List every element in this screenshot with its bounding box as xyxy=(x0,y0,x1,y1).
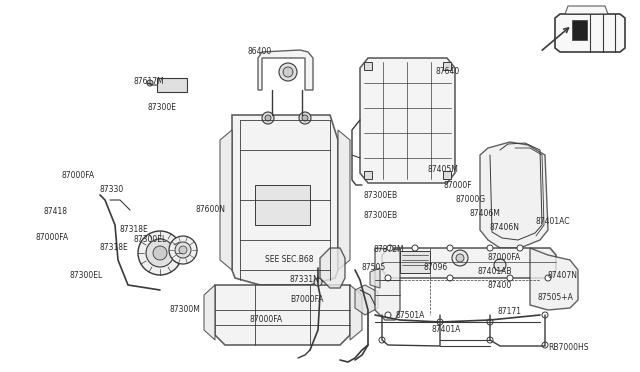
Circle shape xyxy=(279,63,297,81)
Circle shape xyxy=(265,115,271,121)
Circle shape xyxy=(412,245,418,251)
Circle shape xyxy=(447,245,453,251)
Text: 87300EL: 87300EL xyxy=(70,270,103,279)
Bar xyxy=(443,62,451,70)
Circle shape xyxy=(387,245,393,251)
Circle shape xyxy=(179,246,187,254)
Text: 87000F: 87000F xyxy=(444,182,472,190)
Circle shape xyxy=(379,337,385,343)
Circle shape xyxy=(147,80,153,86)
Text: 87318E: 87318E xyxy=(100,244,129,253)
Circle shape xyxy=(138,231,182,275)
Circle shape xyxy=(302,115,308,121)
Circle shape xyxy=(494,259,506,271)
Circle shape xyxy=(487,245,493,251)
Bar xyxy=(400,251,430,273)
Text: 87872M: 87872M xyxy=(374,246,404,254)
Polygon shape xyxy=(370,268,380,288)
Text: 87400: 87400 xyxy=(487,280,511,289)
Polygon shape xyxy=(555,14,625,52)
Polygon shape xyxy=(350,285,362,340)
Circle shape xyxy=(175,242,191,258)
Polygon shape xyxy=(530,248,578,310)
Text: 87300E: 87300E xyxy=(148,103,177,112)
Circle shape xyxy=(283,67,293,77)
Text: 87300EL: 87300EL xyxy=(133,235,166,244)
Circle shape xyxy=(517,245,523,251)
Text: 87418: 87418 xyxy=(44,208,68,217)
Text: 87300M: 87300M xyxy=(170,305,201,314)
Circle shape xyxy=(385,275,391,281)
Polygon shape xyxy=(375,248,400,320)
Text: 87401AB: 87401AB xyxy=(477,267,511,276)
Circle shape xyxy=(542,342,548,348)
Text: 87501A: 87501A xyxy=(395,311,424,320)
Text: 87000FA: 87000FA xyxy=(62,170,95,180)
Polygon shape xyxy=(320,248,345,288)
Bar xyxy=(572,20,587,40)
Text: 87640: 87640 xyxy=(436,67,460,77)
Text: 87401A: 87401A xyxy=(432,326,461,334)
Text: RB7000HS: RB7000HS xyxy=(548,343,589,353)
Circle shape xyxy=(262,112,274,124)
Circle shape xyxy=(487,319,493,325)
Circle shape xyxy=(169,236,197,264)
Bar xyxy=(364,171,372,179)
Bar xyxy=(443,171,451,179)
Text: 87600N: 87600N xyxy=(196,205,226,215)
Text: 87000FA: 87000FA xyxy=(250,315,283,324)
Text: 87096: 87096 xyxy=(424,263,448,273)
Circle shape xyxy=(542,312,548,318)
Text: 87330: 87330 xyxy=(100,186,124,195)
Text: 87617M: 87617M xyxy=(133,77,164,87)
Text: 87331N: 87331N xyxy=(290,276,320,285)
Polygon shape xyxy=(204,285,215,340)
Polygon shape xyxy=(232,115,338,285)
Bar xyxy=(255,185,310,225)
Circle shape xyxy=(447,275,453,281)
Polygon shape xyxy=(258,50,313,90)
Text: 87405M: 87405M xyxy=(428,166,459,174)
Circle shape xyxy=(153,246,167,260)
Circle shape xyxy=(487,337,493,343)
Bar xyxy=(364,62,372,70)
Bar xyxy=(157,78,187,92)
Circle shape xyxy=(437,319,443,325)
Text: B7000FA: B7000FA xyxy=(290,295,323,305)
Text: 87505+A: 87505+A xyxy=(538,294,574,302)
Text: 86400: 86400 xyxy=(248,48,272,57)
Polygon shape xyxy=(215,285,350,345)
Text: 87300EB: 87300EB xyxy=(363,192,397,201)
Circle shape xyxy=(385,312,391,318)
Text: 87171: 87171 xyxy=(497,308,521,317)
Polygon shape xyxy=(565,6,608,14)
Text: 87505: 87505 xyxy=(362,263,387,273)
Text: SEE SEC.B68: SEE SEC.B68 xyxy=(265,256,314,264)
Text: 87000FA: 87000FA xyxy=(487,253,520,263)
Circle shape xyxy=(314,278,322,286)
Circle shape xyxy=(545,275,551,281)
Text: 87318E: 87318E xyxy=(120,225,148,234)
Circle shape xyxy=(507,275,513,281)
Text: 87406M: 87406M xyxy=(470,208,501,218)
Text: 87000FA: 87000FA xyxy=(36,234,69,243)
Circle shape xyxy=(146,239,174,267)
Circle shape xyxy=(299,112,311,124)
Polygon shape xyxy=(382,248,556,278)
Polygon shape xyxy=(220,130,232,270)
Text: 87401AC: 87401AC xyxy=(535,218,570,227)
Text: 87300EB: 87300EB xyxy=(363,211,397,219)
Polygon shape xyxy=(338,130,350,270)
Text: 87000G: 87000G xyxy=(455,196,485,205)
Text: 87406N: 87406N xyxy=(490,224,520,232)
Circle shape xyxy=(456,254,464,262)
Polygon shape xyxy=(480,142,548,248)
Polygon shape xyxy=(355,285,378,315)
Text: 87407N: 87407N xyxy=(547,270,577,279)
Polygon shape xyxy=(360,58,455,183)
Circle shape xyxy=(452,250,468,266)
